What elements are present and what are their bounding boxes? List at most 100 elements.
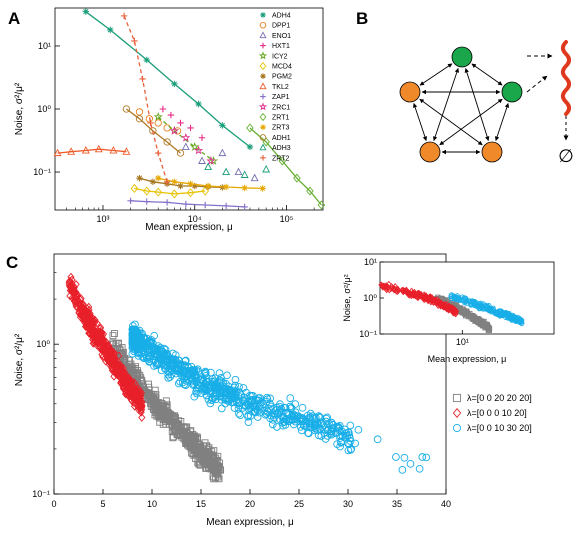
c-point-cyan [244,412,252,421]
c-point-red [121,376,129,386]
panel-label-c: C [6,253,18,272]
c-point-cyan [169,358,178,367]
c-point-cyan [286,394,295,402]
inset-point-cyan [463,296,469,302]
c-point-cyan [231,381,239,390]
c-point-red [66,291,74,301]
c-point-red [98,328,106,338]
c-point-cyan [171,351,180,359]
c-point-gray [183,432,191,440]
c-point-cyan [347,445,356,453]
c-point-gray [118,344,126,352]
c-point-cyan [268,420,277,429]
a-legend-label-tkl2: TKL2 [272,84,289,91]
inset-point-cyan [495,309,501,315]
c-point-red [113,369,121,379]
a-point-pgm2 [177,182,184,190]
c-point-gray [161,417,169,425]
a-point-tkl2 [81,145,90,154]
a-point-icy2 [190,142,200,151]
c-point-gray [188,433,196,441]
c-point-red [132,392,140,402]
a-point-dpp1 [135,108,144,116]
c-point-cyan [273,423,281,431]
c-point-gray [208,459,216,467]
c-point-red [93,333,101,343]
c-point-gray [112,339,120,347]
a-point-hxt1 [177,119,184,127]
c-point-red [127,388,136,398]
a-point-zrt1 [246,123,254,133]
a-point-tkl2 [109,145,118,154]
a-point-eno1 [234,167,243,176]
a-point-zrt2 [147,119,154,127]
a-xtick-label: 10³ [96,214,109,224]
a-ytick-label: 10¹ [38,41,51,51]
c-point-red [72,301,80,311]
c-point-gray [159,405,166,413]
c-point-cyan [150,349,159,358]
c-point-cyan [280,418,288,426]
c-point-gray [170,417,178,425]
degradation-symbol: ∅ [558,146,574,166]
c-point-cyan [269,404,277,413]
a-point-eno1 [198,156,206,164]
a-point-zrt1 [262,137,270,147]
c-point-cyan [346,434,354,442]
c-point-cyan [415,464,424,473]
panel-label-a: A [8,9,20,28]
a-legend-label-mcd4: MCD4 [272,64,292,71]
inset-point-red [422,295,429,303]
c-point-gray [130,371,138,379]
c-point-cyan [143,355,152,364]
c-point-gray [202,455,210,463]
a-point-zrt3 [241,184,248,192]
inset-ytick-label: 10⁻¹ [359,329,377,339]
a-point-mcd4 [142,186,151,196]
c-point-cyan [177,360,186,369]
a-point-zrc1 [181,132,191,142]
c-point-cyan [134,336,143,345]
a-legend-label-zrt1: ZRT1 [272,115,289,122]
a-legend-label-adh4: ADH4 [272,13,291,20]
c-point-gray [215,475,223,483]
a-point-hxt1 [198,134,206,141]
a-line-adh1 [126,108,181,154]
c-point-cyan [278,418,287,427]
a-point-adh1 [176,149,185,157]
c-point-cyan [406,459,415,468]
a-point-zrt1 [293,173,301,183]
a-legend-marker-adh1 [259,134,267,141]
c-point-cyan [188,368,197,376]
inset-point-red [402,287,408,295]
a-point-zap1 [143,198,150,205]
c-legend-label-cyan: λ=[0 0 10 30 20] [467,423,532,433]
c-point-red [128,384,136,394]
c-point-gray [144,380,152,388]
a-point-zap1 [201,201,209,209]
c-point-cyan [298,403,307,412]
c-point-cyan [327,427,336,435]
c-point-cyan [235,388,244,397]
c-point-gray [189,443,197,451]
c-legend-label-red: λ=[0 0 0 10 20] [467,408,527,418]
c-point-red [137,388,145,397]
c-point-cyan [210,385,219,393]
inset-point-red [401,287,407,295]
c-point-gray [214,473,222,481]
a-ytick-label: 10⁰ [37,104,51,114]
c-point-cyan [304,429,313,438]
c-point-gray [195,460,203,468]
inset-point-cyan [463,298,469,304]
inset-point-cyan [509,312,516,319]
c-point-cyan [422,453,431,462]
inset-point-cyan [515,317,521,323]
transcription-arrow-bottom [526,75,548,93]
state-transition-edge [464,68,490,141]
c-point-gray [183,435,191,443]
c-point-cyan [286,402,294,411]
a-legend-marker-hxt1 [260,42,266,49]
inset-point-cyan [456,297,463,303]
a-legend-label-zrc1: ZRC1 [272,104,290,111]
c-xtick-label: 10 [147,499,157,509]
